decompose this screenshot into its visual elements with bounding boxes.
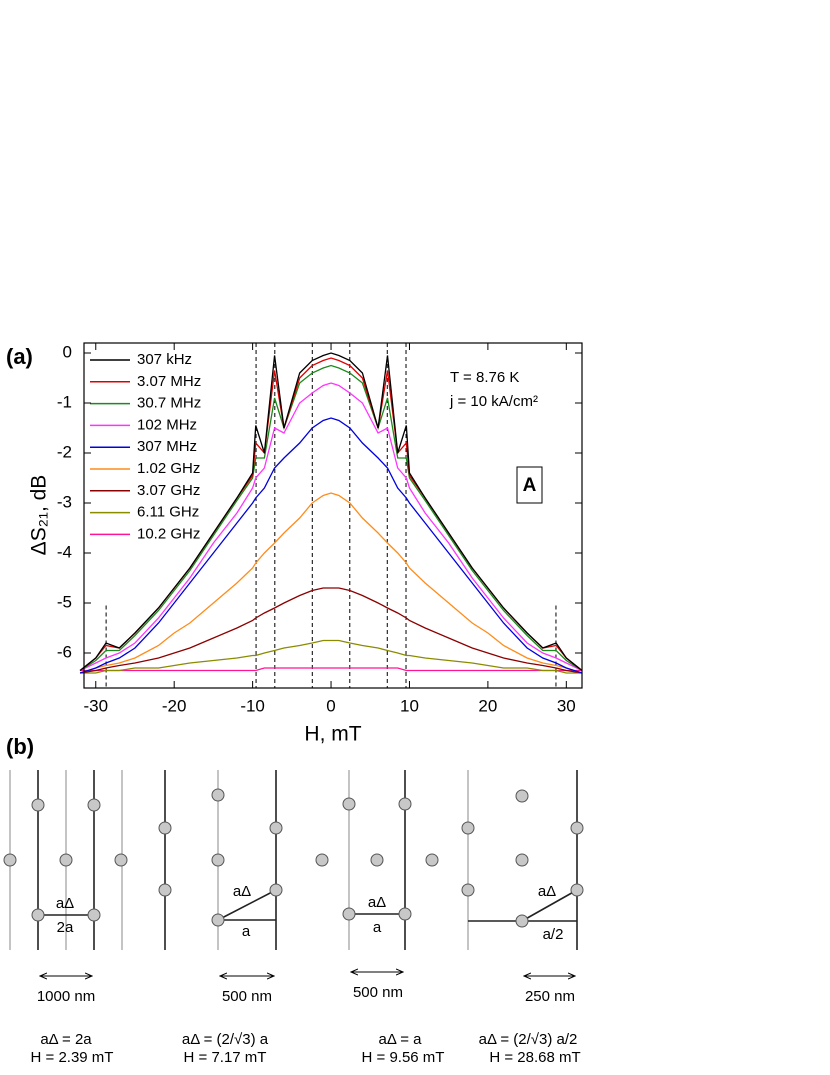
- series-line: [80, 639, 582, 674]
- legend-label: 3.07 MHz: [137, 373, 201, 390]
- lattice-4: aΔ a/2 250 nm aΔ = (2/√3) a/2 H = 28.68 …: [461, 770, 584, 1066]
- y-axis-label: ΔS₂₁, dB: [28, 475, 51, 556]
- side-label: aΔ: [233, 883, 251, 900]
- x-tick-label: -10: [240, 696, 265, 715]
- x-tick-label: 30: [557, 696, 576, 715]
- series-line: [79, 352, 583, 672]
- legend-label: 307 MHz: [137, 438, 197, 455]
- base-label: a: [242, 923, 251, 940]
- base-label: a/2: [543, 926, 564, 943]
- annotation-box: [516, 466, 543, 504]
- series-line: [79, 492, 583, 674]
- plot-frame: [83, 342, 583, 689]
- panel-label: (b): [6, 734, 34, 759]
- legend-label: 3.07 GHz: [137, 482, 200, 499]
- x-axis-label: H, mT: [304, 723, 361, 746]
- base-label: 2a: [57, 919, 74, 936]
- formula: aΔ = 2a: [40, 1031, 92, 1048]
- legend-label: 307 kHz: [137, 351, 192, 368]
- x-tick-label: 20: [478, 696, 497, 715]
- lattice-1: aΔ 2a 1000 nm aΔ = 2a H = 2.39 mT: [3, 770, 128, 1066]
- lattice-2: aΔ a 500 nm aΔ = (2/√3) a H = 7.17 mT: [158, 770, 283, 1066]
- side-label: aΔ: [538, 883, 556, 900]
- formula: aΔ = a: [379, 1031, 423, 1048]
- y-tick-label: -6: [57, 642, 72, 661]
- x-tick-label: 0: [326, 696, 335, 715]
- series-line: [79, 382, 583, 672]
- series-line: [80, 667, 582, 672]
- legend-label: 30.7 MHz: [137, 395, 201, 412]
- annotation: j = 10 kA/cm²: [449, 393, 538, 410]
- legend-label: 1.02 GHz: [137, 460, 200, 477]
- series-line: [79, 364, 583, 672]
- panel-label: (a): [6, 344, 33, 369]
- legend-label: 6.11 GHz: [137, 504, 199, 521]
- x-tick-label: 10: [400, 696, 419, 715]
- scale-label: 500 nm: [222, 988, 272, 1005]
- y-tick-label: -2: [57, 442, 72, 461]
- legend-label: 10.2 GHz: [137, 525, 200, 542]
- formula: aΔ = (2/√3) a/2: [479, 1031, 578, 1048]
- legend-label: 102 MHz: [137, 416, 197, 433]
- x-tick-label: -30: [83, 696, 108, 715]
- annotation: T = 8.76 K: [450, 369, 519, 386]
- y-tick-label: -5: [57, 592, 72, 611]
- y-tick-label: -3: [57, 492, 72, 511]
- side-label: aΔ: [368, 894, 386, 911]
- y-tick-label: 0: [63, 342, 72, 361]
- annotation: A: [523, 475, 537, 496]
- y-tick-label: -1: [57, 392, 72, 411]
- y-tick-label: -4: [57, 542, 72, 561]
- field: H = 7.17 mT: [184, 1049, 267, 1066]
- field: H = 28.68 mT: [489, 1049, 580, 1066]
- field: H = 9.56 mT: [362, 1049, 445, 1066]
- scale-label: 1000 nm: [37, 988, 95, 1005]
- x-tick-label: -20: [162, 696, 187, 715]
- field: H = 2.39 mT: [31, 1049, 114, 1066]
- chart: 307 kHz 3.07 MHz 30.7 MHz 102 MHz 307 MHz 1.0…: [28, 342, 583, 746]
- base-label: a: [373, 919, 382, 936]
- lattice-3: aΔ a 500 nm aΔ = a H = 9.56 mT: [315, 770, 445, 1066]
- series-line: [79, 587, 583, 674]
- scale-label: 500 nm: [353, 984, 403, 1001]
- side-label: aΔ: [56, 895, 74, 912]
- formula: aΔ = (2/√3) a: [182, 1031, 269, 1048]
- series-line: [79, 417, 583, 674]
- scale-label: 250 nm: [525, 988, 575, 1005]
